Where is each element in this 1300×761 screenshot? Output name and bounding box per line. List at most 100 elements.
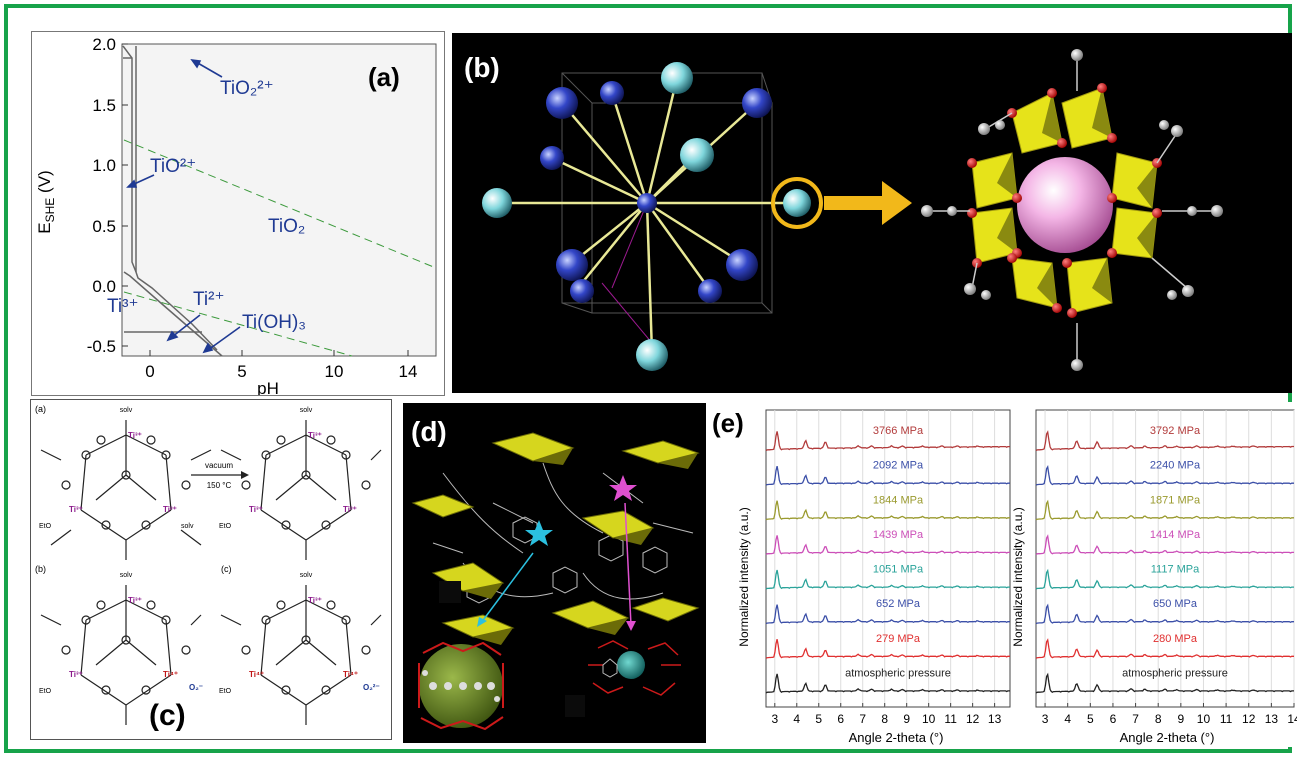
x-tick-label: 7 xyxy=(1132,712,1139,726)
x-tick-label: 13 xyxy=(1265,712,1279,726)
x-tick-label: 8 xyxy=(1155,712,1162,726)
svg-text:O₂⁻: O₂⁻ xyxy=(189,683,203,692)
svg-text:Ti³⁺: Ti³⁺ xyxy=(69,670,83,679)
tetrahedra-shading xyxy=(997,88,1157,308)
xrd-trace xyxy=(765,431,1010,452)
xrd-trace xyxy=(1035,603,1294,625)
pressure-label: 2092 MPa xyxy=(873,460,924,472)
svg-text:Ti³⁺: Ti³⁺ xyxy=(249,505,263,514)
cluster-bottom-right: solv Ti³⁺ Ti⁴⁺ Ti⁴⁺ EtO O₂²⁻ xyxy=(219,572,382,725)
panel-b-structure: (b) xyxy=(452,33,1292,393)
panel-label-b: (b) xyxy=(464,52,500,83)
species-tio2-2plus: TiO₂²⁺ xyxy=(220,78,274,99)
svg-text:solv: solv xyxy=(300,572,313,579)
guest-cation xyxy=(1017,157,1113,253)
x-axis-title-right: Angle 2-theta (°) xyxy=(1120,730,1215,745)
x-tick-label: 5 xyxy=(237,362,246,381)
x-tick-label: 10 xyxy=(325,362,344,381)
blue-atom xyxy=(546,87,578,119)
panel-c-ti-cluster-schemes: (a) (b) (c) solv Ti³⁺ Ti³⁺ Ti³⁺ EtO solv… xyxy=(30,399,392,740)
x-tick-label: 5 xyxy=(815,712,822,726)
svg-text:Ti³⁺: Ti³⁺ xyxy=(343,505,357,514)
x-tick-label: 11 xyxy=(944,712,957,726)
pressure-label: 280 MPa xyxy=(1153,633,1198,645)
cyan-atom xyxy=(680,138,714,172)
svg-text:solv: solv xyxy=(181,523,194,530)
dark-patch xyxy=(565,695,585,717)
x-tick-label: 3 xyxy=(1042,712,1049,726)
species-ti3plus: Ti³⁺ xyxy=(107,296,138,317)
minor-bonds xyxy=(601,202,653,344)
svg-text:Ti⁴⁺: Ti⁴⁺ xyxy=(343,670,358,679)
magenta-pointer xyxy=(624,502,632,626)
xrd-trace xyxy=(1035,638,1294,659)
pourbaix-svg: 0 5 10 14 2.0 1.5 1.0 0.5 0.0 -0.5 pH ES… xyxy=(35,35,437,398)
svg-text:Ti³⁺: Ti³⁺ xyxy=(308,596,322,605)
x-tick-label: 7 xyxy=(859,712,866,726)
y-tick-label: 0.5 xyxy=(92,217,116,236)
x-tick-label: 4 xyxy=(793,712,800,726)
carbon-atoms xyxy=(921,49,1223,371)
yellow-tetrahedra xyxy=(971,87,1158,314)
magenta-star-marker xyxy=(609,475,637,501)
y-tick-label: 1.5 xyxy=(92,96,116,115)
species-arrows xyxy=(126,58,241,354)
cluster-top-right: solv Ti³⁺ Ti³⁺ Ti³⁺ EtO xyxy=(219,407,382,560)
xrd-plot-left: 3 4 5 6 7 8 9 10 11 12 13 3766 MPa 2092 MPa 1844 MPa 1… xyxy=(765,409,1011,726)
xrd-trace xyxy=(765,673,1010,694)
xrd-trace xyxy=(765,500,1010,521)
plot-area xyxy=(121,43,437,357)
x-tick-label: 10 xyxy=(1197,712,1211,726)
cyan-atom xyxy=(636,339,668,371)
x-tick-label: 6 xyxy=(837,712,844,726)
cluster-bottom-left: solv Ti³⁺ Ti³⁺ Ti⁴⁺ EtO O₂⁻ xyxy=(39,572,203,725)
scheme-label-b: (b) xyxy=(35,564,46,574)
cyan-pointer xyxy=(480,552,534,624)
xrd-trace xyxy=(765,639,1010,659)
y-axis-title-right: Normalized intensity (a.u.) xyxy=(1011,507,1025,646)
blue-atom xyxy=(540,146,564,170)
cluster-top-left: solv Ti³⁺ Ti³⁺ Ti³⁺ EtO solv xyxy=(39,407,212,560)
structure-svg: (b) xyxy=(464,49,1223,371)
x-tick-label: 12 xyxy=(966,712,980,726)
svg-text:Ti³⁺: Ti³⁺ xyxy=(308,431,322,440)
pressure-label: 1051 MPa xyxy=(873,564,924,576)
panel-e-xrd-chart: (e) 3 4 5 6 7 8 9 10 11 12 13 3766 MPa 2092 MPa 1844 … xyxy=(712,402,1300,747)
arrow-shaft xyxy=(824,196,884,210)
xrd-trace xyxy=(1035,430,1294,452)
central-atom xyxy=(637,193,657,213)
selected-atom xyxy=(783,189,811,217)
chain-shading xyxy=(463,448,698,645)
small-cage-inset xyxy=(588,640,681,696)
x-axis-title-left: Angle 2-theta (°) xyxy=(849,730,944,745)
xrd-trace xyxy=(765,604,1010,625)
water-stability-lines xyxy=(123,139,437,357)
pressure-label: 650 MPa xyxy=(1153,598,1198,610)
arrow-condition-bottom: 150 °C xyxy=(207,481,232,490)
x-tick-label: 14 xyxy=(1287,712,1297,726)
x-tick-label: 3 xyxy=(771,712,778,726)
svg-text:Ti³⁺: Ti³⁺ xyxy=(128,596,142,605)
blue-atom xyxy=(742,88,772,118)
y-tick-label: 1.0 xyxy=(92,156,116,175)
x-tick-label: 9 xyxy=(1177,712,1184,726)
pressure-label: 279 MPa xyxy=(876,633,921,645)
x-tick-label: 11 xyxy=(1220,712,1233,726)
x-tick-label: 10 xyxy=(922,712,936,726)
pressure-label: atmospheric pressure xyxy=(845,667,951,679)
panel-label-d: (d) xyxy=(411,416,447,447)
svg-text:Ti⁴⁺: Ti⁴⁺ xyxy=(249,670,264,679)
plot-frame-left xyxy=(765,409,1011,708)
x-tick-label: 12 xyxy=(1242,712,1256,726)
arrow-head xyxy=(882,181,912,225)
species-ti2plus: Ti²⁺ xyxy=(193,289,224,310)
species-labels: TiO₂²⁺ TiO²⁺ TiO₂ Ti³⁺ Ti²⁺ Ti(OH)₃ xyxy=(107,78,306,333)
svg-text:Ti⁴⁺: Ti⁴⁺ xyxy=(163,670,178,679)
x-tick-label: 13 xyxy=(988,712,1002,726)
scheme-svg: (a) (b) (c) solv Ti³⁺ Ti³⁺ Ti³⁺ EtO solv… xyxy=(35,404,382,732)
framework-svg: (d) xyxy=(411,416,700,731)
svg-text:Ti³⁺: Ti³⁺ xyxy=(128,431,142,440)
cage-model xyxy=(921,49,1223,371)
scheme-label-a: (a) xyxy=(35,404,46,414)
x-tick-label: 4 xyxy=(1064,712,1071,726)
